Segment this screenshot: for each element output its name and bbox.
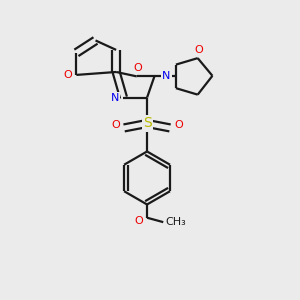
Text: O: O	[111, 120, 120, 130]
Text: CH₃: CH₃	[165, 217, 186, 227]
Text: O: O	[133, 63, 142, 73]
Text: N: N	[110, 93, 119, 103]
Text: O: O	[195, 45, 203, 55]
Text: O: O	[134, 216, 143, 226]
Text: O: O	[175, 120, 183, 130]
Text: O: O	[63, 70, 72, 80]
Text: N: N	[162, 71, 171, 81]
Text: S: S	[143, 116, 152, 130]
